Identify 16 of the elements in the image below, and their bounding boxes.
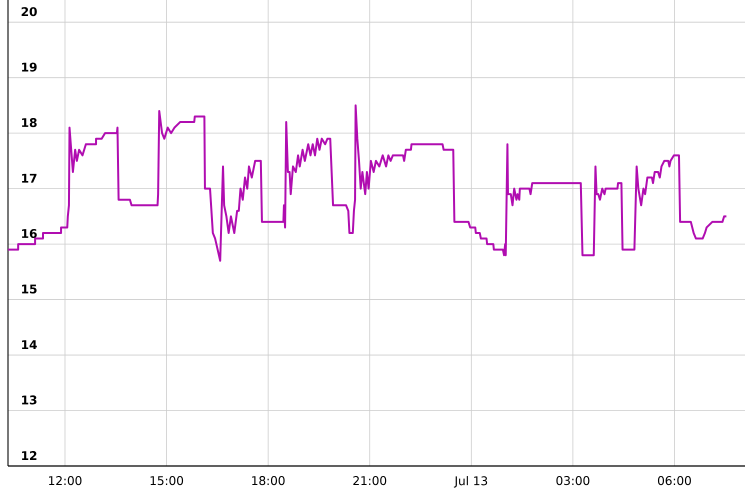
x-tick-label: 06:00 bbox=[658, 476, 691, 486]
y-tick-label: 20 bbox=[22, 7, 37, 16]
x-tick-label: Jul 13 bbox=[454, 476, 488, 488]
x-tick-label: 15:00 bbox=[150, 476, 184, 486]
y-tick-label: 17 bbox=[22, 174, 36, 183]
x-tick-label: 03:00 bbox=[556, 476, 590, 486]
y-tick-label: 14 bbox=[22, 340, 37, 350]
x-tick-label: 21:00 bbox=[353, 476, 386, 486]
y-tick-label: 19 bbox=[22, 62, 37, 72]
x-tick-label: 12:00 bbox=[49, 476, 82, 486]
y-tick-label: 18 bbox=[22, 118, 37, 128]
y-tick-label: 15 bbox=[22, 284, 37, 294]
y-tick-label: 16 bbox=[22, 229, 37, 238]
x-tick-label: 18:00 bbox=[252, 476, 285, 486]
y-tick-label: 13 bbox=[22, 395, 36, 404]
y-tick-label: 12 bbox=[22, 451, 36, 460]
